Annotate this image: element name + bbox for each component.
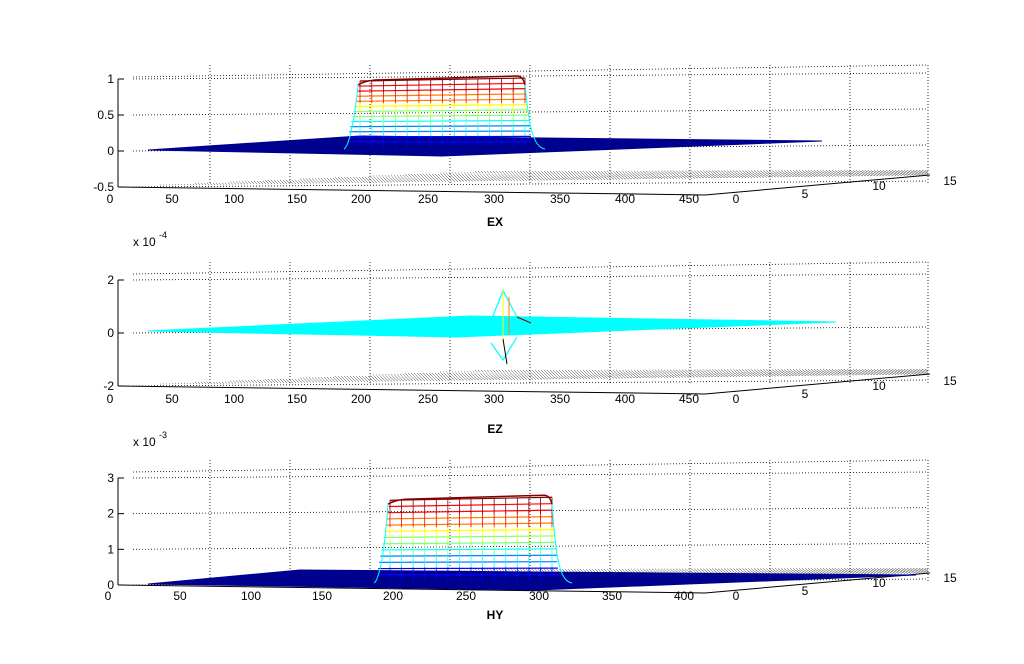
z-tick-label: 3 — [107, 471, 114, 485]
x-tick-label: 150 — [287, 192, 307, 206]
x-tick-label: 200 — [351, 192, 371, 206]
x-tick-label: 400 — [674, 589, 694, 603]
x-axis-line — [117, 584, 706, 594]
panel-title: EZ — [487, 422, 502, 436]
axis-exponent: x 10 -4 — [133, 230, 167, 249]
z-tick-label: 0 — [107, 144, 114, 158]
y-tick-label: 0 — [733, 589, 740, 603]
y-tick-label: 0 — [733, 392, 740, 406]
x-tick-label: 50 — [173, 589, 187, 603]
y-axis-line — [704, 174, 931, 196]
y-axis-line — [704, 373, 931, 395]
panel-title: HY — [487, 608, 504, 622]
y-tick-label: 15 — [943, 571, 957, 585]
x-tick-label: 100 — [224, 392, 244, 406]
x-tick-label: 0 — [107, 392, 114, 406]
chart-panel-ez: 20-20 50 100 150 200 250 300 350 400 450 0 510 15x 1… — [103, 230, 957, 436]
surface-spike — [490, 289, 532, 365]
x-tick-label: 0 — [105, 589, 112, 603]
x-tick-label: 50 — [165, 392, 179, 406]
y-tick-label: 15 — [943, 374, 957, 388]
x-tick-label: 250 — [418, 392, 438, 406]
x-tick-label: 100 — [224, 192, 244, 206]
y-tick-label: 15 — [943, 174, 957, 188]
x-tick-label: 200 — [351, 392, 371, 406]
x-tick-label: 0 — [107, 192, 114, 206]
z-tick-label: -2 — [103, 379, 114, 393]
x-tick-label: 200 — [383, 589, 403, 603]
x-tick-label: 400 — [615, 192, 635, 206]
x-tick-label: 50 — [165, 192, 179, 206]
y-tick-label: 0 — [733, 192, 740, 206]
x-tick-label: 300 — [484, 392, 504, 406]
exponent-power: -3 — [159, 430, 167, 440]
y-tick-label: 5 — [802, 187, 809, 201]
y-tick-label: 10 — [872, 576, 886, 590]
surface-sheet — [147, 569, 917, 591]
x-tick-label: 150 — [312, 589, 332, 603]
z-tick-label: 0 — [107, 326, 114, 340]
z-tick-label: -0.5 — [93, 180, 114, 194]
surface-pulse — [373, 494, 573, 584]
y-tick-label: 5 — [802, 584, 809, 598]
panel-title: EX — [487, 215, 503, 229]
x-tick-label: 350 — [550, 392, 570, 406]
z-tick-label: 1 — [107, 72, 114, 86]
y-tick-label: 10 — [872, 379, 886, 393]
z-tick-label: 1 — [107, 542, 114, 556]
exponent-power: -4 — [159, 230, 167, 240]
x-tick-label: 350 — [550, 192, 570, 206]
exponent-base: x 10 — [133, 235, 156, 249]
y-tick-label: 5 — [802, 387, 809, 401]
x-tick-label: 450 — [679, 392, 699, 406]
axis-exponent: x 10 -3 — [133, 430, 167, 449]
x-tick-label: 150 — [287, 392, 307, 406]
x-tick-label: 250 — [456, 589, 476, 603]
surface-sheet — [147, 315, 837, 338]
chart-panel-ex: 10.50-0.50 50 100 150 200 250 300 350 400 450 0 510… — [93, 64, 957, 229]
x-tick-label: 250 — [418, 192, 438, 206]
z-tick-label: 0 — [107, 578, 114, 592]
surface-sheet — [147, 135, 823, 157]
x-tick-label: 300 — [484, 192, 504, 206]
x-axis-line — [117, 385, 706, 395]
z-tick-label: 0.5 — [97, 108, 114, 122]
exponent-base: x 10 — [133, 435, 156, 449]
x-tick-label: 100 — [241, 589, 261, 603]
x-tick-label: 450 — [679, 192, 699, 206]
z-tick-label: 2 — [107, 507, 114, 521]
x-tick-label: 300 — [529, 589, 549, 603]
x-axis-line — [117, 186, 706, 196]
z-tick-label: 2 — [107, 273, 114, 287]
y-tick-label: 10 — [872, 179, 886, 193]
x-tick-label: 400 — [615, 392, 635, 406]
x-tick-label: 350 — [602, 589, 622, 603]
surface-pulse — [343, 75, 546, 150]
